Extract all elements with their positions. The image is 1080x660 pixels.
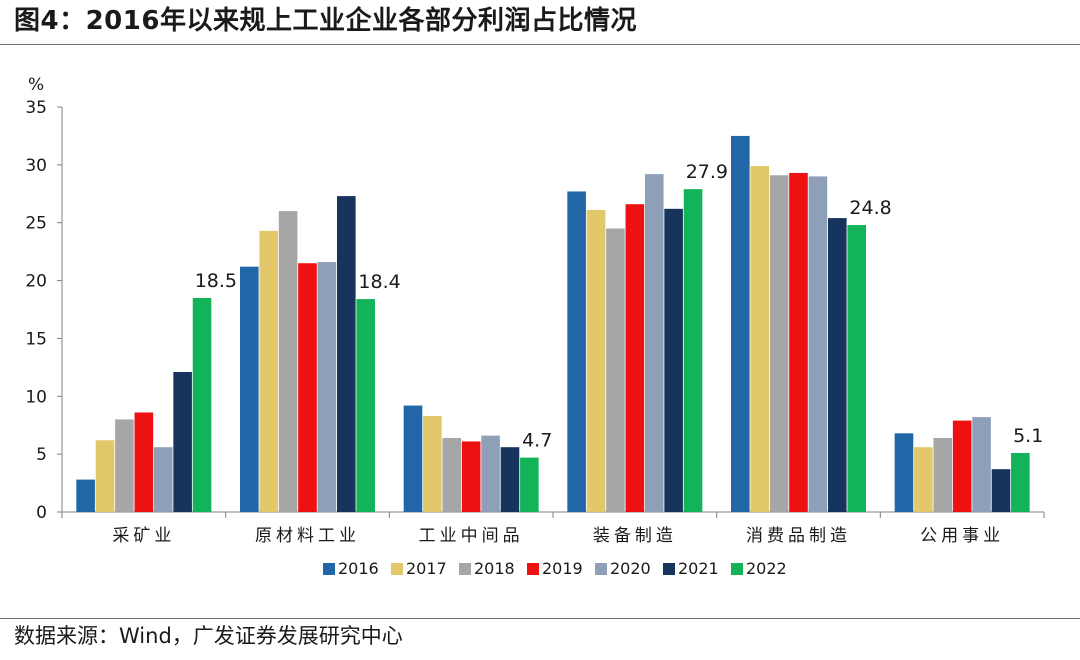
legend-label-2018: 2018 [474, 559, 515, 578]
bar-2021-1 [337, 196, 356, 512]
legend-swatch-2017 [391, 563, 403, 575]
bar-2019-4 [789, 172, 808, 512]
data-label: 24.8 [849, 197, 891, 219]
bar-2017-5 [914, 447, 933, 512]
bar-2019-0 [134, 412, 154, 512]
bar-2016-4 [731, 135, 750, 512]
bar-2021-5 [991, 469, 1011, 512]
source-divider [0, 618, 1080, 619]
y-tick-label: 5 [36, 445, 47, 465]
bar-2017-1 [259, 230, 278, 513]
bar-2020-5 [972, 417, 991, 512]
bar-2018-1 [278, 211, 298, 512]
bar-2022-0 [192, 297, 212, 512]
bar-2021-4 [828, 218, 847, 513]
legend-label-2022: 2022 [746, 559, 787, 578]
bar-2018-0 [115, 419, 134, 512]
bar-2020-1 [317, 262, 337, 512]
bar-2018-2 [442, 437, 462, 512]
legend-swatch-2022 [731, 563, 743, 575]
bar-chart: % 0 5 10 15 20 25 30 35 采矿业 原材料工业 工业中间品 装备制造 消费品制造 公用事… [25, 75, 1045, 578]
bar-2016-5 [894, 433, 914, 512]
y-axis-unit-label: % [28, 75, 44, 95]
x-category-label: 公用事业 [920, 526, 1004, 546]
y-tick-label: 15 [25, 329, 47, 349]
bar-2020-3 [644, 174, 664, 512]
legend-swatch-2020 [595, 563, 607, 575]
source-note: 数据来源：Wind，广发证券发展研究中心 [14, 624, 403, 648]
legend-label-2019: 2019 [542, 559, 583, 578]
bar-2022-2 [520, 457, 539, 512]
bar-2021-0 [173, 371, 192, 512]
bar-2020-2 [481, 435, 500, 512]
bar-2022-5 [1011, 452, 1030, 512]
y-tick-label: 30 [25, 156, 47, 176]
data-label: 4.7 [522, 430, 552, 452]
bar-2017-4 [750, 166, 769, 512]
x-category-label: 消费品制造 [746, 526, 851, 546]
y-tick-label: 35 [25, 98, 47, 118]
legend-label-2021: 2021 [678, 559, 719, 578]
bar-2021-2 [500, 447, 520, 512]
y-tick-label: 25 [25, 214, 47, 234]
bar-2019-2 [461, 441, 481, 512]
data-label: 5.1 [1013, 425, 1043, 447]
bar-2017-3 [586, 209, 606, 512]
data-label: 27.9 [686, 161, 728, 183]
bar-2016-0 [76, 479, 95, 512]
x-category-label: 工业中间品 [419, 526, 524, 546]
bar-2018-5 [933, 437, 953, 512]
bar-2018-4 [769, 175, 789, 512]
x-category-label: 采矿业 [112, 526, 175, 546]
x-category-label: 原材料工业 [255, 526, 360, 546]
y-tick-label: 10 [25, 387, 47, 407]
legend-swatch-2018 [459, 563, 471, 575]
bar-2019-5 [952, 420, 972, 512]
bar-2022-4 [847, 225, 866, 512]
bar-2020-4 [808, 176, 828, 512]
x-category-label: 装备制造 [593, 526, 677, 546]
chart-title: 图4：2016年以来规上工业企业各部分利润占比情况 [14, 6, 637, 36]
y-tick-label: 20 [25, 272, 47, 292]
bar-2022-1 [356, 299, 375, 512]
legend-swatch-2021 [663, 563, 675, 575]
bar-2016-1 [240, 266, 259, 512]
bar-2018-3 [606, 228, 625, 512]
bar-2017-0 [95, 440, 115, 512]
bar-2019-3 [625, 204, 645, 512]
bar-2017-2 [423, 415, 442, 512]
legend-label-2017: 2017 [406, 559, 447, 578]
bar-2022-3 [683, 189, 703, 512]
bar-2016-3 [567, 191, 586, 512]
bar-2020-0 [153, 447, 173, 512]
bar-2016-2 [403, 405, 423, 512]
legend-label-2020: 2020 [610, 559, 651, 578]
bar-2019-1 [298, 263, 317, 512]
legend-label-2016: 2016 [338, 559, 379, 578]
legend-swatch-2019 [527, 563, 539, 575]
data-label: 18.5 [195, 270, 237, 292]
data-label: 18.4 [358, 271, 400, 293]
title-divider [0, 44, 1080, 45]
legend-swatch-2016 [323, 563, 335, 575]
bar-2021-3 [664, 208, 683, 513]
y-tick-label: 0 [36, 503, 47, 523]
